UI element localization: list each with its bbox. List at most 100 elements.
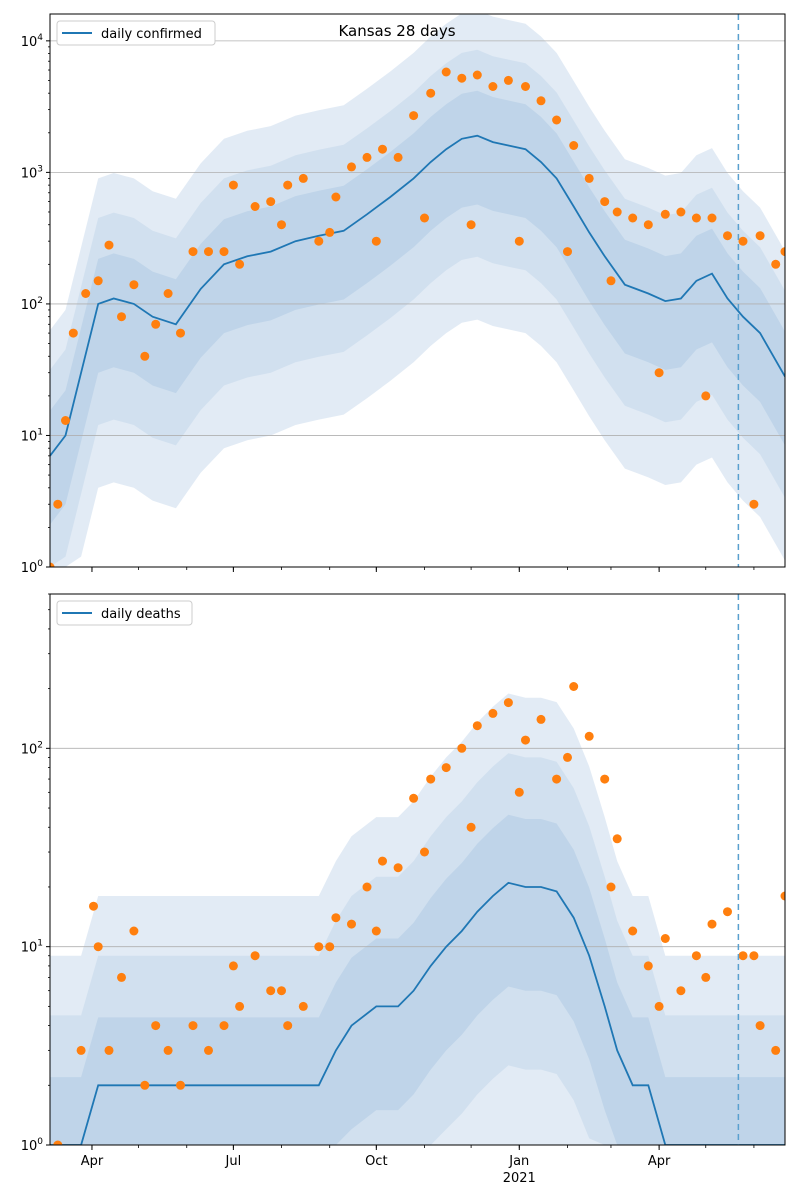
data-point (691, 951, 701, 961)
data-point (723, 231, 732, 241)
data-point (457, 73, 467, 83)
data-point (176, 328, 185, 338)
data-point (707, 919, 717, 929)
data-point (371, 926, 381, 936)
data-point (393, 863, 403, 873)
data-point (738, 951, 748, 961)
x-tick-label: Oct (365, 1154, 387, 1169)
data-point (441, 67, 451, 77)
data-point (163, 1045, 173, 1055)
data-point (50, 562, 55, 567)
data-point (660, 209, 670, 219)
data-point (219, 1021, 229, 1031)
data-point (628, 213, 638, 223)
series-line (50, 134, 785, 457)
data-point (104, 240, 114, 250)
data-point (654, 368, 664, 378)
data-point (755, 231, 765, 241)
data-point (536, 96, 546, 106)
data-point (331, 913, 341, 923)
x-tick-year: 2021 (503, 1171, 536, 1186)
y-tick-label: 102 (21, 296, 43, 313)
x-tick-label: Jul (225, 1154, 242, 1169)
y-tick-label: 101 (21, 939, 43, 956)
x-tick-label: Jan (508, 1154, 529, 1169)
data-point (219, 247, 229, 257)
data-point (472, 721, 482, 731)
data-point (298, 1001, 308, 1011)
data-point (151, 1021, 161, 1031)
data-point (426, 774, 436, 784)
data-point (552, 774, 562, 784)
uncertainty-bands (50, 693, 785, 1145)
data-point (584, 173, 594, 183)
y-tick-label: 100 (21, 1137, 44, 1154)
data-point (298, 173, 308, 183)
data-point (61, 416, 70, 425)
data-point (188, 1021, 198, 1031)
y-tick-label: 103 (21, 164, 43, 181)
data-point (691, 213, 701, 223)
data-point (466, 822, 476, 832)
data-point (104, 1045, 114, 1055)
legend-label: daily confirmed (101, 27, 202, 42)
data-point (654, 1001, 664, 1011)
data-point (749, 499, 759, 509)
data-point (420, 213, 429, 223)
plot-frame (49, 593, 786, 1146)
x-tick-label: Apr (648, 1154, 671, 1169)
data-point (76, 1045, 86, 1055)
data-point (117, 312, 126, 322)
data-point (472, 70, 482, 80)
data-point (606, 882, 616, 892)
data-point (755, 1021, 765, 1031)
data-point (81, 289, 91, 298)
data-point (393, 152, 403, 162)
data-point (283, 1021, 293, 1031)
legend-box (56, 20, 216, 46)
data-point (314, 942, 324, 952)
data-point (521, 735, 530, 745)
data-point (536, 714, 546, 724)
data-point (628, 926, 638, 936)
data-point (140, 1080, 150, 1090)
data-point (488, 82, 498, 91)
legend: daily deaths (56, 600, 193, 626)
data-point (68, 328, 78, 338)
data-point (503, 75, 513, 85)
data-point (612, 834, 622, 844)
data-point (347, 919, 356, 929)
plot-frame (49, 13, 786, 568)
data-point (331, 192, 341, 202)
legend: daily confirmed (56, 20, 216, 46)
data-point (643, 220, 653, 230)
y-axis-ticks: 100 101 102 103 104 (21, 33, 50, 576)
data-point (569, 141, 579, 150)
data-point (378, 144, 387, 154)
data-point (563, 752, 572, 762)
data-point (600, 197, 610, 207)
data-point (771, 1045, 781, 1055)
series-points (53, 682, 785, 1145)
data-point (749, 951, 759, 961)
data-point (707, 213, 717, 223)
data-point (612, 207, 622, 217)
y-tick-label: 102 (21, 740, 43, 757)
data-point (521, 82, 530, 91)
data-point (228, 961, 238, 971)
data-point (780, 247, 785, 257)
data-point (606, 276, 616, 286)
data-point (701, 972, 711, 982)
data-point (514, 236, 524, 246)
data-point (584, 731, 594, 741)
legend-label: daily deaths (101, 607, 181, 622)
data-point (488, 708, 498, 718)
data-point (362, 152, 372, 162)
data-point (266, 197, 276, 207)
uncertainty-band-3 (50, 814, 785, 1145)
data-point (151, 319, 161, 329)
data-point (277, 220, 286, 230)
data-point (371, 236, 381, 246)
data-point (457, 743, 467, 753)
